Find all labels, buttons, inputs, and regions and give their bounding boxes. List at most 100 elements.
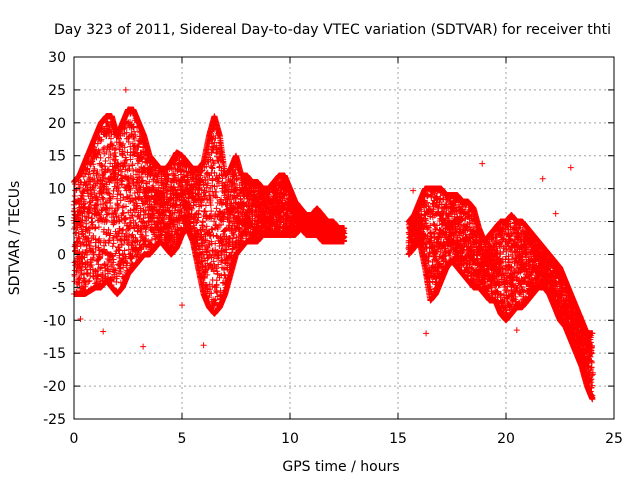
data-point	[73, 186, 80, 193]
data-point	[85, 278, 92, 285]
data-point	[109, 262, 116, 269]
data-point	[120, 264, 127, 271]
data-point	[115, 184, 122, 191]
data-point	[98, 190, 105, 197]
data-point	[88, 261, 95, 268]
data-point	[77, 222, 84, 229]
data-point	[86, 199, 93, 206]
data-point	[110, 193, 117, 200]
data-point	[102, 216, 109, 223]
data-point	[110, 187, 117, 194]
data-point	[115, 187, 122, 194]
data-point	[112, 267, 119, 274]
data-point	[97, 138, 104, 145]
data-point	[78, 267, 85, 274]
data-point	[117, 197, 124, 204]
data-point	[96, 211, 103, 218]
data-point	[105, 166, 112, 173]
data-point	[119, 204, 126, 211]
data-point	[86, 277, 93, 284]
data-point	[85, 171, 92, 178]
data-point	[107, 135, 114, 142]
data-point	[107, 150, 114, 157]
data-point	[71, 192, 78, 199]
data-point	[102, 174, 109, 181]
data-point	[98, 207, 105, 214]
data-point	[96, 149, 103, 156]
data-point	[71, 273, 78, 280]
data-point	[107, 199, 114, 206]
data-point	[82, 170, 89, 177]
data-point	[109, 243, 116, 250]
data-point	[82, 281, 89, 288]
data-point	[96, 247, 103, 254]
data-point	[97, 154, 104, 161]
data-point	[80, 196, 87, 203]
data-point	[110, 256, 117, 263]
data-point	[113, 233, 120, 240]
data-point	[106, 237, 113, 244]
data-point	[109, 205, 116, 212]
data-point	[98, 136, 105, 143]
data-point	[99, 178, 106, 185]
data-point	[120, 140, 127, 147]
data-point	[86, 207, 93, 214]
data-point	[90, 161, 97, 168]
data-point	[92, 245, 99, 252]
data-point	[97, 239, 104, 246]
data-point	[120, 226, 127, 233]
data-point	[93, 170, 100, 177]
data-point	[90, 232, 97, 239]
data-point	[84, 186, 91, 193]
data-point	[90, 254, 97, 261]
data-point	[98, 167, 105, 174]
data-point	[94, 272, 101, 279]
data-point	[94, 140, 101, 147]
data-point	[102, 158, 109, 165]
data-point	[78, 209, 85, 216]
data-point	[119, 168, 126, 175]
data-point	[103, 118, 110, 125]
data-point	[87, 259, 94, 266]
data-point	[96, 235, 103, 242]
data-point	[77, 266, 84, 273]
data-point	[91, 189, 98, 196]
data-point	[105, 226, 112, 233]
data-point	[103, 217, 110, 224]
data-point	[75, 276, 82, 283]
data-point	[77, 240, 84, 247]
data-point	[106, 194, 113, 201]
data-point	[89, 158, 96, 165]
data-point	[100, 146, 107, 153]
data-point	[101, 163, 108, 170]
data-point	[86, 243, 93, 250]
data-point	[100, 195, 107, 202]
data-point	[112, 149, 119, 156]
data-point	[74, 243, 81, 250]
data-point	[84, 269, 91, 276]
data-point	[75, 211, 82, 218]
data-point	[115, 214, 122, 221]
data-point	[73, 268, 80, 275]
data-point	[82, 217, 89, 224]
data-point	[76, 184, 83, 191]
data-point	[117, 190, 124, 197]
data-point	[93, 276, 100, 283]
data-point	[118, 242, 125, 249]
data-point	[78, 260, 85, 267]
data-point	[87, 239, 94, 246]
data-point	[89, 221, 96, 228]
data-point	[109, 253, 116, 260]
data-point	[110, 240, 117, 247]
data-points	[70, 86, 596, 403]
data-point	[95, 133, 102, 140]
data-point	[87, 198, 94, 205]
data-point	[117, 172, 124, 179]
data-point	[106, 268, 113, 275]
data-point	[105, 239, 112, 246]
data-point	[91, 175, 98, 182]
data-point	[80, 223, 87, 230]
data-point	[91, 165, 98, 172]
data-point	[112, 145, 119, 152]
data-point	[112, 170, 119, 177]
